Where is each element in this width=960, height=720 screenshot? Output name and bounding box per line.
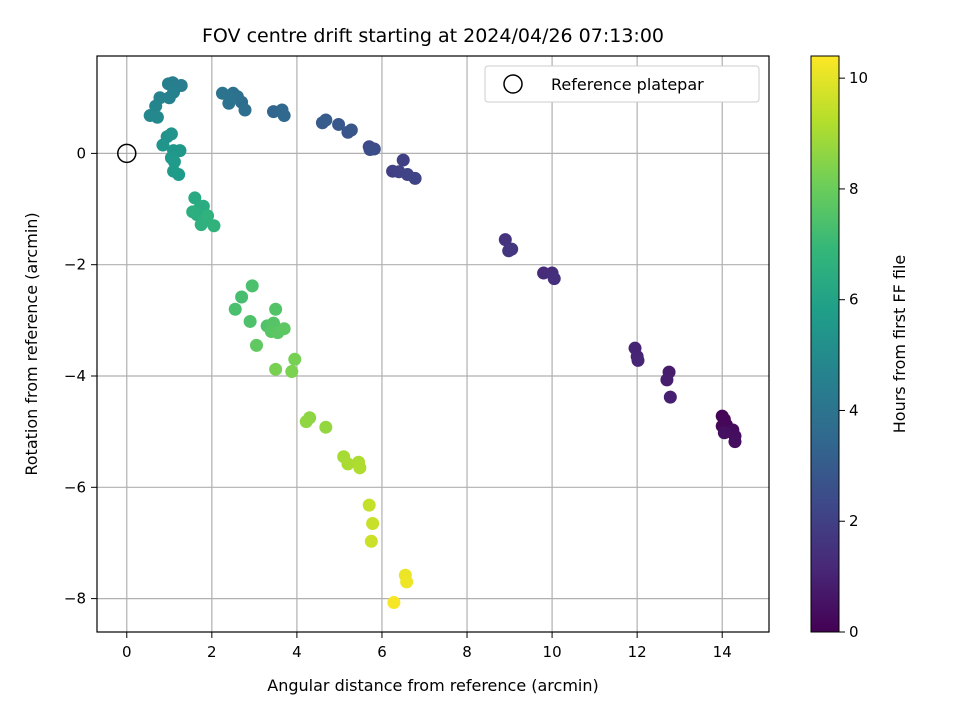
scatter-point	[362, 498, 376, 512]
x-axis-ticks: 0 2 4 6 8 10 12 14	[122, 632, 732, 661]
x-tick-label: 8	[462, 643, 472, 661]
colorbar-label: Hours from first FF file	[890, 255, 909, 434]
scatter-point	[249, 338, 263, 352]
scatter-point	[319, 113, 333, 127]
scatter-point	[319, 420, 333, 434]
scatter-point	[366, 516, 380, 530]
scatter-point	[188, 191, 202, 205]
scatter-point	[387, 596, 401, 610]
scatter-point	[162, 91, 176, 105]
scatter-point	[717, 426, 731, 440]
x-tick-label: 6	[377, 643, 387, 661]
y-axis-label: Rotation from reference (arcmin)	[22, 212, 41, 475]
x-tick-label: 14	[713, 643, 732, 661]
scatter-point	[285, 365, 299, 379]
colorbar-tick-label: 10	[849, 69, 868, 87]
scatter-point	[400, 575, 414, 589]
scatter-point	[364, 534, 378, 548]
legend-box	[484, 65, 760, 103]
colorbar-tick-label: 2	[849, 512, 859, 530]
scatter-point	[167, 155, 181, 169]
scatter-point	[186, 205, 200, 219]
scatter-point	[164, 127, 178, 141]
legend: Reference platepar	[484, 65, 760, 103]
scatter-point	[238, 103, 252, 117]
y-tick-label: −2	[64, 256, 86, 274]
scatter-point	[498, 233, 512, 247]
scatter-point	[341, 457, 355, 471]
x-tick-label: 0	[122, 643, 132, 661]
scatter-point	[173, 144, 187, 158]
legend-marker-icon	[503, 74, 523, 94]
y-tick-label: 0	[76, 144, 86, 162]
y-tick-label: −4	[64, 367, 86, 385]
scatter-point	[149, 99, 163, 113]
grid-lines	[97, 56, 769, 632]
chart-title: FOV centre drift starting at 2024/04/26 …	[202, 25, 664, 47]
scatter-point	[228, 302, 242, 316]
legend-entry-reference: Reference platepar	[551, 75, 704, 94]
scatter-point	[201, 209, 215, 223]
x-tick-label: 10	[543, 643, 562, 661]
scatter-points	[143, 76, 742, 610]
y-tick-label: −8	[64, 590, 86, 608]
scatter-point	[505, 242, 519, 256]
scatter-point	[299, 415, 313, 429]
x-axis-label: Angular distance from reference (arcmin)	[267, 676, 598, 695]
colorbar-tick-label: 6	[849, 291, 859, 309]
x-tick-label: 4	[292, 643, 302, 661]
colorbar-tick-label: 0	[849, 623, 859, 641]
scatter-point	[332, 117, 346, 131]
scatter-point	[269, 362, 283, 376]
plot-frame	[96, 55, 770, 633]
scatter-point	[207, 219, 221, 233]
scatter-point	[660, 373, 674, 387]
colorbar-tick-label: 8	[849, 180, 859, 198]
scatter-point	[344, 123, 358, 137]
scatter-point	[235, 290, 249, 304]
colorbar-ticks: 0 2 4 6 8 10	[839, 69, 868, 641]
x-tick-label: 12	[628, 643, 647, 661]
scatter-point	[269, 302, 283, 316]
reference-platepar-marker	[117, 143, 137, 164]
y-tick-label: −6	[64, 478, 86, 496]
scatter-point	[631, 353, 645, 367]
scatter-point	[353, 461, 367, 475]
y-axis-ticks: −8 −6 −4 −2 0	[64, 144, 97, 608]
scatter-point	[408, 171, 422, 185]
x-tick-label: 2	[207, 643, 217, 661]
scatter-point	[172, 168, 186, 182]
scatter-point	[288, 352, 302, 366]
scatter-point	[277, 322, 291, 336]
scatter-point	[367, 142, 381, 156]
colorbar-tick-label: 4	[849, 401, 859, 419]
scatter-point	[156, 138, 170, 152]
scatter-point	[224, 91, 238, 105]
scatter-point	[547, 272, 561, 286]
scatter-point	[245, 279, 259, 293]
scatter-point	[728, 435, 742, 449]
colorbar-gradient	[810, 55, 840, 633]
colorbar: 0 2 4 6 8 10 Hours from first FF file	[810, 55, 909, 641]
scatter-point	[150, 110, 164, 124]
scatter-point	[396, 153, 410, 167]
scatter-point	[277, 109, 291, 123]
scatter-point	[663, 390, 677, 404]
scatter-point	[243, 314, 257, 328]
